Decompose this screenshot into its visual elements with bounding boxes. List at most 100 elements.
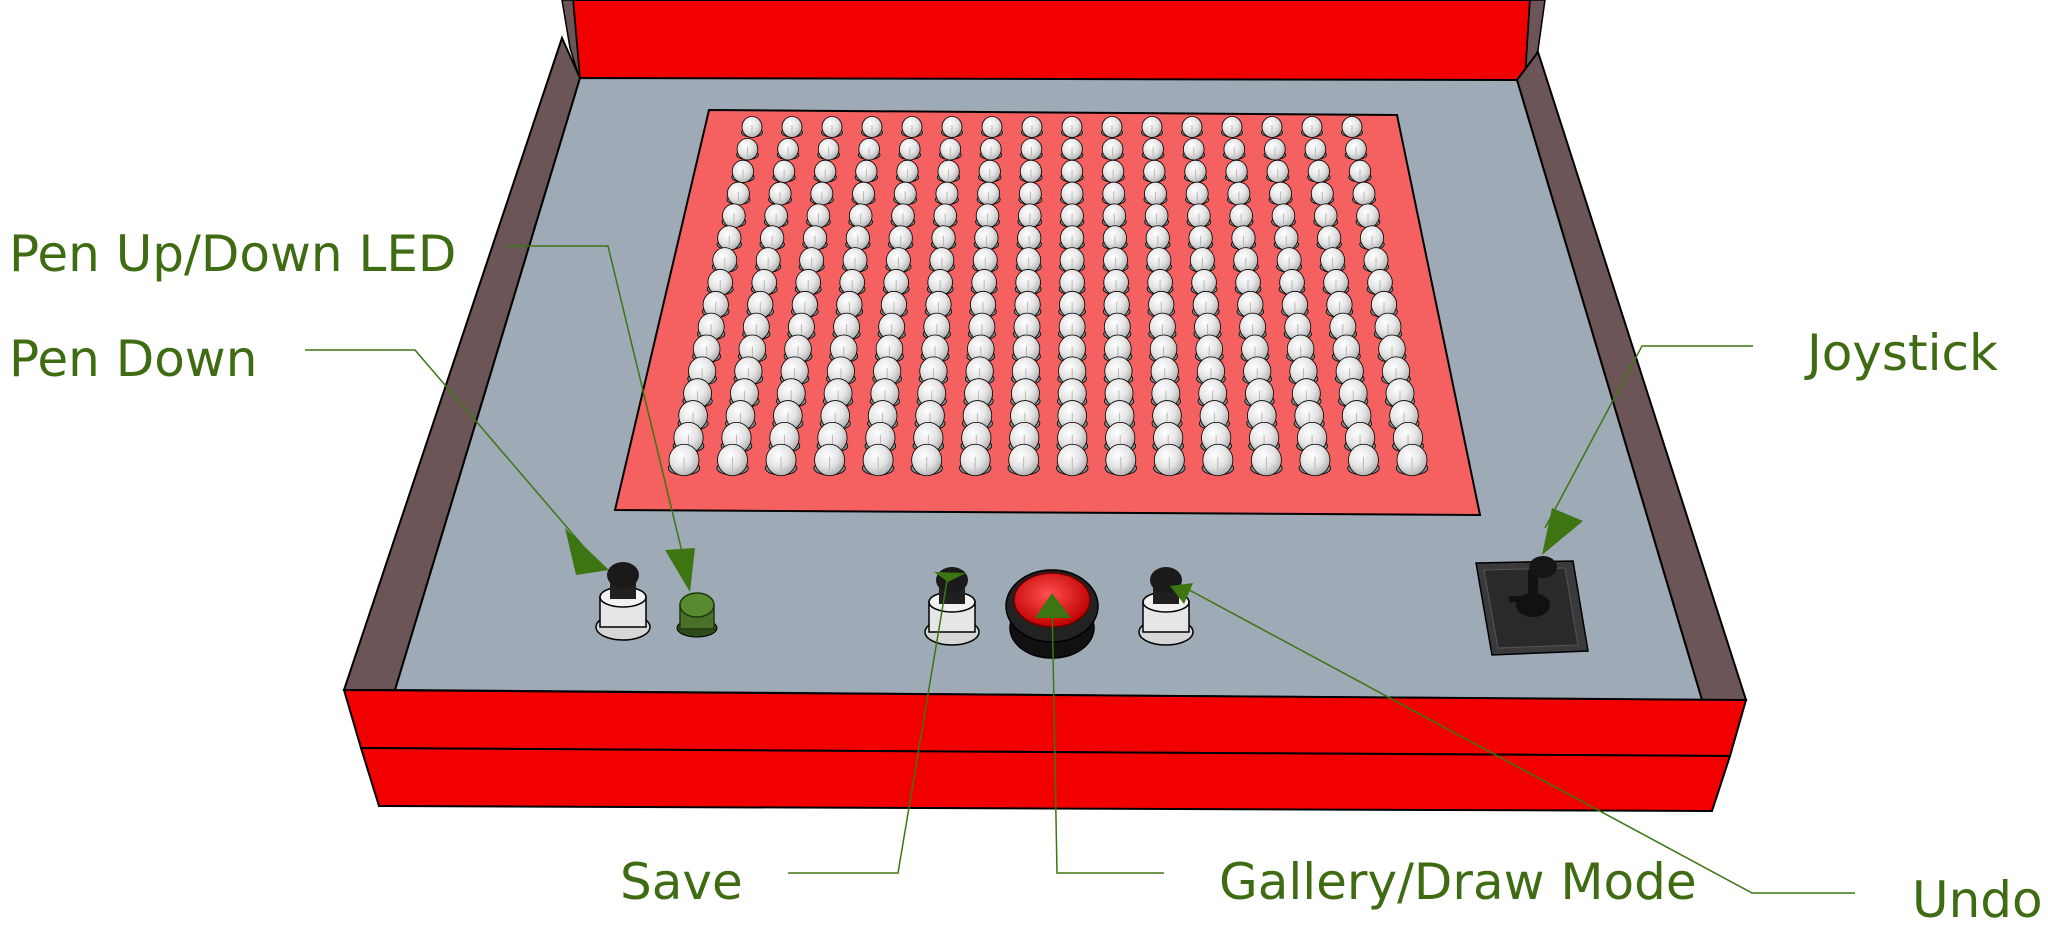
- matrix-led: [1223, 137, 1246, 161]
- undo-arrowhead: [1170, 583, 1193, 604]
- matrix-led: [1313, 203, 1339, 229]
- pen-led-label: Pen Up/Down LED: [9, 225, 457, 283]
- matrix-led: [776, 137, 800, 161]
- matrix-led: [702, 290, 730, 319]
- matrix-led: [764, 443, 798, 477]
- pen-down-button[interactable]: [595, 562, 651, 641]
- matrix-led: [941, 116, 963, 138]
- matrix-led: [1102, 203, 1127, 229]
- pen-led-arrowhead: [665, 548, 695, 592]
- matrix-led: [1348, 159, 1372, 183]
- matrix-led: [939, 137, 962, 161]
- matrix-led: [1186, 203, 1212, 229]
- matrix-led: [741, 116, 763, 138]
- matrix-led: [1366, 269, 1394, 296]
- lid-panel: [571, 0, 1532, 81]
- arrowheads: [565, 508, 1583, 618]
- matrix-led: [1141, 137, 1165, 161]
- matrix-led: [813, 159, 837, 183]
- matrix-led: [1102, 247, 1129, 274]
- matrix-led: [711, 247, 738, 274]
- matrix-led: [875, 334, 904, 364]
- matrix-led: [1201, 443, 1235, 477]
- matrix-led: [970, 269, 998, 296]
- joystick[interactable]: [1475, 556, 1589, 656]
- matrix-led: [848, 203, 873, 229]
- matrix-led: [1102, 225, 1128, 251]
- matrix-led: [1059, 247, 1086, 274]
- matrix-led: [1344, 137, 1368, 161]
- matrix-led: [821, 116, 843, 138]
- matrix-led: [1102, 269, 1130, 296]
- matrix-led: [759, 225, 785, 251]
- matrix-led: [809, 181, 834, 206]
- pen-led: [676, 592, 718, 638]
- lid-hinge-right: [1524, 0, 1546, 81]
- matrix-led: [1183, 159, 1208, 183]
- matrix-led: [901, 116, 923, 138]
- matrix-led: [1059, 225, 1085, 251]
- matrix-led: [1061, 116, 1083, 138]
- matrix-led: [755, 247, 782, 274]
- pen-led-leader: [508, 245, 691, 586]
- matrix-led: [1395, 443, 1429, 477]
- matrix-led: [1060, 137, 1084, 161]
- matrix-led: [1021, 116, 1043, 138]
- undo-label: Undo: [1912, 871, 2043, 929]
- matrix-led: [1181, 116, 1203, 138]
- matrix-led: [930, 225, 957, 251]
- matrix-led: [1145, 225, 1171, 251]
- matrix-led: [1370, 290, 1398, 319]
- matrix-led: [1144, 203, 1169, 229]
- matrix-led: [798, 247, 825, 274]
- matrix-led: [1189, 247, 1216, 274]
- matrix-led: [1316, 225, 1342, 251]
- matrix-led: [1104, 443, 1137, 477]
- matrix-led: [910, 443, 943, 477]
- matrix-led: [1185, 181, 1210, 206]
- matrix-led: [1263, 137, 1287, 161]
- matrix-led: [1019, 159, 1043, 183]
- matrix-led: [1146, 269, 1174, 296]
- matrix-led: [1058, 312, 1087, 341]
- matrix-led: [898, 137, 921, 161]
- matrix-led: [817, 137, 840, 161]
- matrix-led: [772, 159, 796, 183]
- matrix-led: [861, 443, 895, 477]
- pen-down-leader: [305, 349, 596, 561]
- matrix-led: [890, 203, 916, 229]
- matrix-led: [1015, 247, 1042, 274]
- matrix-led: [842, 247, 869, 274]
- matrix-led: [1268, 181, 1293, 206]
- save-arrowhead: [934, 572, 966, 582]
- matrix-led: [1347, 443, 1380, 477]
- matrix-led: [763, 203, 789, 229]
- matrix-led: [975, 203, 1000, 229]
- gallery-arrowhead: [1035, 593, 1071, 618]
- matrix-led: [1298, 443, 1332, 477]
- matrix-led: [1266, 159, 1290, 183]
- joystick-leader: [1544, 345, 1753, 529]
- matrix-led: [1017, 203, 1043, 229]
- matrix-led: [1228, 203, 1254, 229]
- joystick-arrowhead: [1542, 508, 1583, 555]
- matrix-led: [731, 159, 755, 183]
- matrix-led: [835, 290, 864, 319]
- matrix-led: [976, 181, 1001, 206]
- matrix-led: [1319, 247, 1346, 274]
- undo-button[interactable]: [1138, 567, 1194, 646]
- matrix-led: [1352, 181, 1376, 206]
- matrix-led: [768, 181, 793, 206]
- matrix-led: [981, 116, 1003, 138]
- matrix-led: [978, 159, 1002, 183]
- leader-lines: [305, 245, 1855, 894]
- matrix-led: [1276, 247, 1303, 274]
- pen-down-label: Pen Down: [9, 330, 258, 388]
- matrix-led: [813, 443, 846, 477]
- matrix-led: [1101, 116, 1123, 138]
- matrix-led: [1307, 159, 1331, 183]
- matrix-led: [893, 181, 918, 206]
- matrix-led: [1016, 225, 1042, 251]
- pen-down-arrowhead: [565, 528, 609, 575]
- matrix-led: [972, 247, 999, 274]
